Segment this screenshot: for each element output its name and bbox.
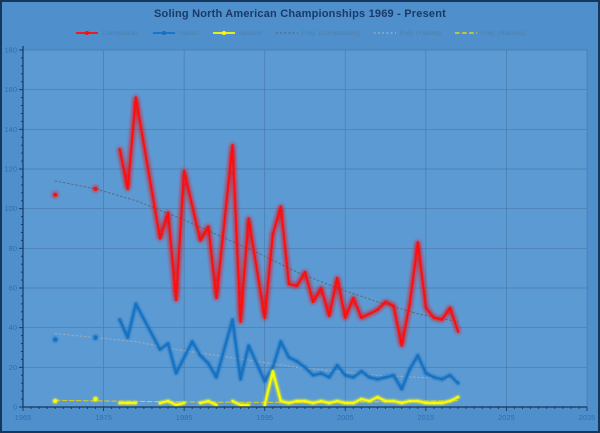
legend-swatch xyxy=(373,32,396,34)
legend-item-competitors: Competitors xyxy=(75,29,139,37)
legend-swatch xyxy=(454,32,477,34)
y-tick-label: 120 xyxy=(4,165,17,174)
y-tick-label: 40 xyxy=(9,323,17,332)
x-tick-label: 2005 xyxy=(337,413,354,422)
legend-swatch xyxy=(152,31,175,35)
series-competitors xyxy=(53,96,460,347)
chart-title: Soling North American Championships 1969… xyxy=(154,8,446,20)
x-tick-label: 1985 xyxy=(176,413,193,422)
x-tick-label: 1975 xyxy=(95,413,112,422)
y-tick-label: 60 xyxy=(9,284,17,293)
y-tick-label: 160 xyxy=(4,85,17,94)
x-tick-label: 1995 xyxy=(256,413,273,422)
legend-swatch xyxy=(275,32,298,34)
axis-ticks xyxy=(19,49,588,411)
legend-item-yachts: Yachts xyxy=(152,29,199,37)
y-tick-label: 100 xyxy=(4,204,17,213)
series-yachts xyxy=(53,302,460,391)
legend-label: Competitors xyxy=(101,29,139,37)
x-tick-label: 1965 xyxy=(15,413,32,422)
legend-swatch xyxy=(212,31,235,35)
legend-item-poly-competitors: Poly. (Competitors) xyxy=(275,29,360,37)
y-tick-label: 180 xyxy=(4,46,17,55)
legend-label: Yachts xyxy=(178,29,199,37)
y-axis-labels: 0 20 40 60 80 100 120 140 160 180 xyxy=(4,46,17,412)
y-tick-label: 80 xyxy=(9,244,17,253)
x-tick-label: 2015 xyxy=(418,413,435,422)
gridlines xyxy=(23,49,588,407)
x-tick-label: 2035 xyxy=(579,413,596,422)
chart-legend: Competitors Yachts Nations Poly. (Competito… xyxy=(2,29,598,37)
legend-label: Nations xyxy=(238,29,262,37)
legend-item-nations: Nations xyxy=(212,29,262,37)
y-tick-label: 140 xyxy=(4,125,17,134)
x-tick-label: 2025 xyxy=(498,413,515,422)
y-tick-label: 20 xyxy=(9,363,17,372)
legend-label: Poly. (Competitors) xyxy=(301,29,360,37)
x-axis-labels: 1965 1975 1985 1995 2005 2015 2025 2035 xyxy=(15,413,596,422)
legend-label: Poly. (Yachts) xyxy=(399,29,441,37)
legend-swatch xyxy=(75,31,98,35)
plot-background xyxy=(23,50,587,407)
series-nations xyxy=(53,370,460,407)
series-poly-competitors xyxy=(54,180,459,323)
y-tick-label: 0 xyxy=(13,403,17,412)
legend-item-poly-yachts: Poly. (Yachts) xyxy=(373,29,441,37)
legend-label: Poly. (Nations) xyxy=(480,29,525,37)
legend-item-poly-nations: Poly. (Nations) xyxy=(454,29,525,37)
